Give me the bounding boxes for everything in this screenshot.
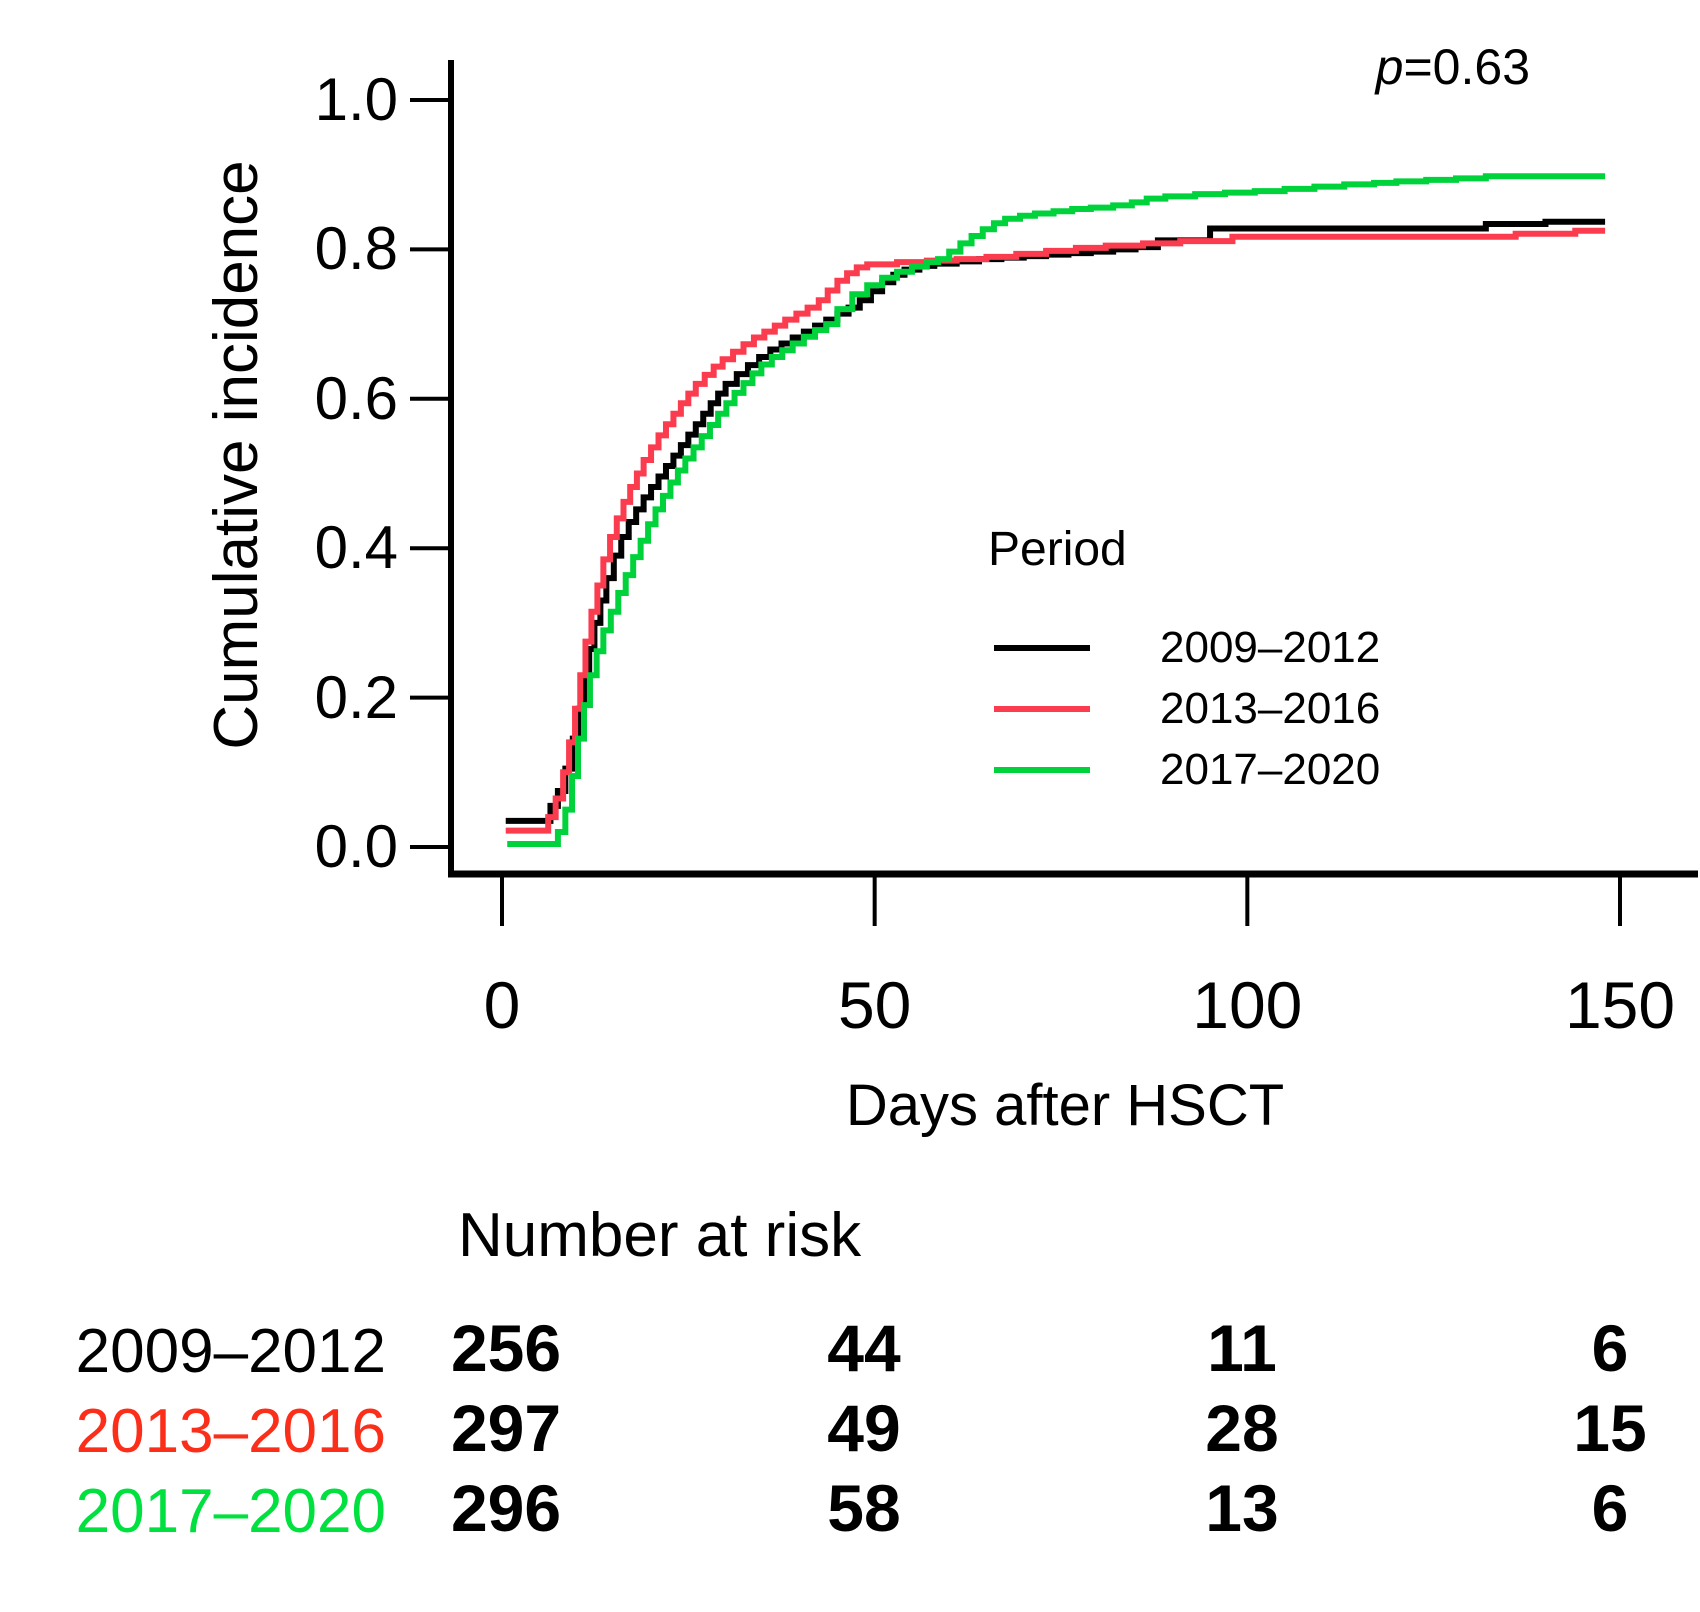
risk-row-label: 2009–2012 (75, 1317, 386, 1386)
curve-2013–2016 (505, 227, 1606, 834)
y-tick-label: 0.8 (314, 215, 398, 283)
y-tick-label: 0.2 (314, 663, 398, 731)
x-tick-label: 50 (837, 968, 912, 1042)
risk-value: 13 (1205, 1471, 1279, 1545)
risk-value: 297 (450, 1391, 562, 1465)
legend-line-2017–2020 (994, 767, 1090, 773)
p-value-prefix: p (1375, 39, 1404, 95)
risk-value: 11 (1207, 1311, 1277, 1385)
legend-label-2013–2016: 2013–2016 (1160, 684, 1381, 733)
x-tick-label: 150 (1564, 968, 1676, 1042)
risk-value: 49 (827, 1391, 901, 1465)
risk-value: 296 (450, 1471, 562, 1545)
risk-value: 256 (450, 1311, 562, 1385)
y-tick-label: 0.4 (314, 514, 398, 582)
y-tick-label: 0.0 (314, 813, 398, 880)
y-tick-label: 1.0 (314, 66, 398, 133)
risk-value: 15 (1573, 1391, 1647, 1465)
legend-line-2013–2016 (994, 706, 1090, 712)
risk-row-label: 2017–2020 (75, 1477, 386, 1546)
legend-label-2009–2012: 2009–2012 (1160, 623, 1381, 672)
legend-label-2017–2020: 2017–2020 (1160, 745, 1381, 794)
risk-value: 44 (827, 1311, 901, 1385)
legend-line-2009–2012 (994, 645, 1090, 651)
x-tick-label: 0 (483, 968, 521, 1042)
legend-title: Period (988, 523, 1127, 576)
risk-value: 6 (1591, 1471, 1629, 1545)
risk-table-title: Number at risk (458, 1201, 862, 1270)
risk-value: 28 (1205, 1391, 1279, 1465)
curve-2017–2020 (507, 173, 1606, 848)
risk-value: 6 (1591, 1311, 1629, 1385)
risk-value: 58 (827, 1471, 901, 1545)
p-value-annotation: p=0.63 (1230, 38, 1530, 96)
p-value-text: =0.63 (1403, 39, 1530, 95)
x-tick-label: 100 (1192, 968, 1303, 1042)
risk-row-label: 2013–2016 (75, 1397, 386, 1466)
y-tick-label: 0.6 (314, 364, 398, 432)
x-axis-title: Days after HSCT (845, 1073, 1285, 1138)
